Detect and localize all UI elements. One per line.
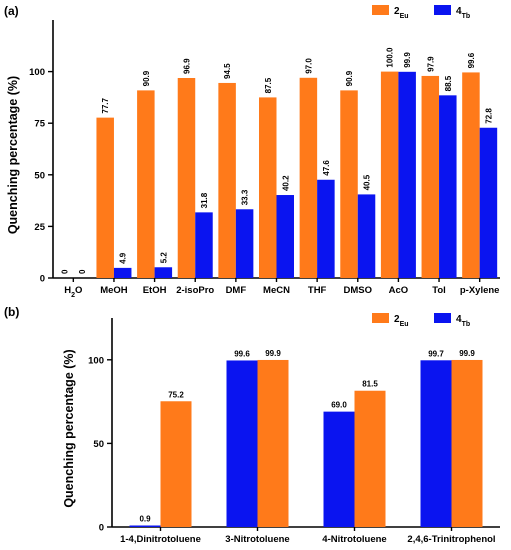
- panel-label: (b): [4, 305, 19, 319]
- x-tick-label: 1-4,Dinitrotoluene: [120, 534, 201, 545]
- data-label: 87.5: [264, 77, 273, 93]
- data-label: 4.9: [119, 252, 128, 264]
- bar-4tb: [129, 525, 161, 527]
- data-label: 97.0: [304, 58, 313, 74]
- bar-2eu: [380, 71, 399, 278]
- data-label: 99.6: [234, 349, 250, 358]
- bar-2eu: [462, 72, 480, 278]
- x-tick-label: MeOH: [100, 285, 128, 296]
- legend-swatch: [372, 5, 389, 15]
- y-tick-label: 25: [34, 222, 45, 233]
- legend-swatch: [434, 313, 451, 323]
- data-label: 40.5: [363, 174, 372, 190]
- data-label: 0: [61, 269, 70, 274]
- x-tick-label: DMSO: [344, 285, 373, 296]
- legend-swatch: [434, 5, 451, 15]
- bar-2eu: [137, 90, 155, 278]
- data-label: 0: [78, 269, 87, 274]
- bar-4tb: [323, 411, 355, 527]
- bar-2eu: [218, 82, 236, 279]
- data-label: 47.6: [322, 160, 331, 176]
- bar-2eu: [177, 77, 196, 278]
- data-label: 90.9: [142, 70, 151, 86]
- data-label: 99.7: [428, 349, 444, 358]
- x-tick-label: EtOH: [143, 285, 167, 296]
- bar-4tb: [154, 267, 173, 278]
- legend-label: 2Eu: [394, 314, 409, 328]
- bar-2eu: [451, 359, 483, 527]
- data-label: 72.8: [484, 108, 493, 124]
- data-label: 81.5: [362, 380, 378, 389]
- data-label: 5.2: [159, 252, 168, 264]
- bar-4tb: [420, 360, 452, 527]
- bar-4tb: [398, 71, 416, 278]
- y-tick-label: 50: [93, 439, 104, 450]
- data-label: 97.9: [426, 56, 435, 72]
- x-tick-label: DMF: [226, 285, 247, 296]
- bar-4tb: [195, 212, 213, 278]
- legend-label: 4Tb: [456, 314, 470, 328]
- y-tick-label: 75: [34, 119, 45, 130]
- data-label: 99.9: [459, 349, 475, 358]
- data-label: 100.0: [386, 47, 395, 68]
- x-tick-label: 4-Nitrotoluene: [322, 534, 386, 545]
- x-tick-label: Tol: [432, 285, 446, 296]
- data-label: 90.9: [345, 70, 354, 86]
- y-axis-label: Quenching percentage (%): [6, 76, 20, 234]
- data-label: 94.5: [223, 63, 232, 79]
- bar-2eu: [421, 75, 440, 278]
- bar-2eu: [259, 97, 277, 279]
- data-label: 77.7: [101, 98, 110, 114]
- x-tick-label: H2O: [64, 285, 82, 299]
- data-label: 99.9: [403, 52, 412, 68]
- bar-4tb: [226, 360, 258, 527]
- bar-4tb: [439, 95, 457, 278]
- chart-panel-1: (b) Quenching percentage (%) 0 50 100 1-4,Din…: [4, 305, 500, 545]
- data-label: 99.9: [265, 349, 281, 358]
- chart-panel-0: (a) Quenching percentage (%) 0 25 50 75 100 H2O…: [4, 4, 500, 299]
- y-tick-label: 100: [29, 67, 45, 78]
- y-axis-label: Quenching percentage (%): [62, 349, 76, 507]
- legend-swatch: [372, 313, 389, 323]
- data-label: 33.3: [241, 189, 250, 205]
- panel-label: (a): [4, 4, 19, 18]
- data-label: 0.9: [139, 514, 151, 523]
- data-label: 31.8: [200, 192, 209, 208]
- legend: 2Eu 4Tb: [372, 313, 470, 328]
- legend-label: 2Eu: [394, 6, 409, 20]
- bar-4tb: [479, 127, 498, 278]
- bar-2eu: [96, 117, 114, 278]
- x-tick-label: 3-Nitrotoluene: [225, 534, 289, 545]
- data-label: 75.2: [168, 390, 184, 399]
- data-label: 88.5: [444, 75, 453, 91]
- y-tick-label: 50: [34, 170, 45, 181]
- bar-2eu: [299, 77, 318, 279]
- bar-2eu: [257, 359, 289, 527]
- legend-label: 4Tb: [456, 6, 470, 20]
- bar-2eu: [160, 401, 192, 527]
- data-label: 69.0: [331, 401, 347, 410]
- x-tick-label: 2,4,6-Trinitrophenol: [407, 534, 495, 545]
- y-tick-label: 0: [40, 274, 45, 285]
- bar-4tb: [357, 194, 376, 278]
- bar-4tb: [235, 209, 254, 278]
- x-tick-label: MeCN: [263, 285, 290, 296]
- bar-4tb: [317, 179, 335, 278]
- y-tick-label: 100: [88, 355, 104, 366]
- x-tick-label: THF: [308, 285, 327, 296]
- bar-4tb: [113, 267, 132, 278]
- data-label: 99.6: [467, 52, 476, 68]
- data-label: 96.9: [182, 58, 191, 74]
- y-tick-label: 0: [99, 523, 104, 534]
- x-tick-label: AcO: [389, 285, 409, 296]
- x-tick-label: p-Xylene: [460, 285, 500, 296]
- bar-4tb: [276, 195, 294, 278]
- data-label: 40.2: [281, 175, 290, 191]
- bar-2eu: [354, 390, 386, 527]
- legend: 2Eu 4Tb: [372, 5, 470, 20]
- x-tick-label: 2-isoPro: [176, 285, 214, 296]
- bar-2eu: [340, 90, 358, 278]
